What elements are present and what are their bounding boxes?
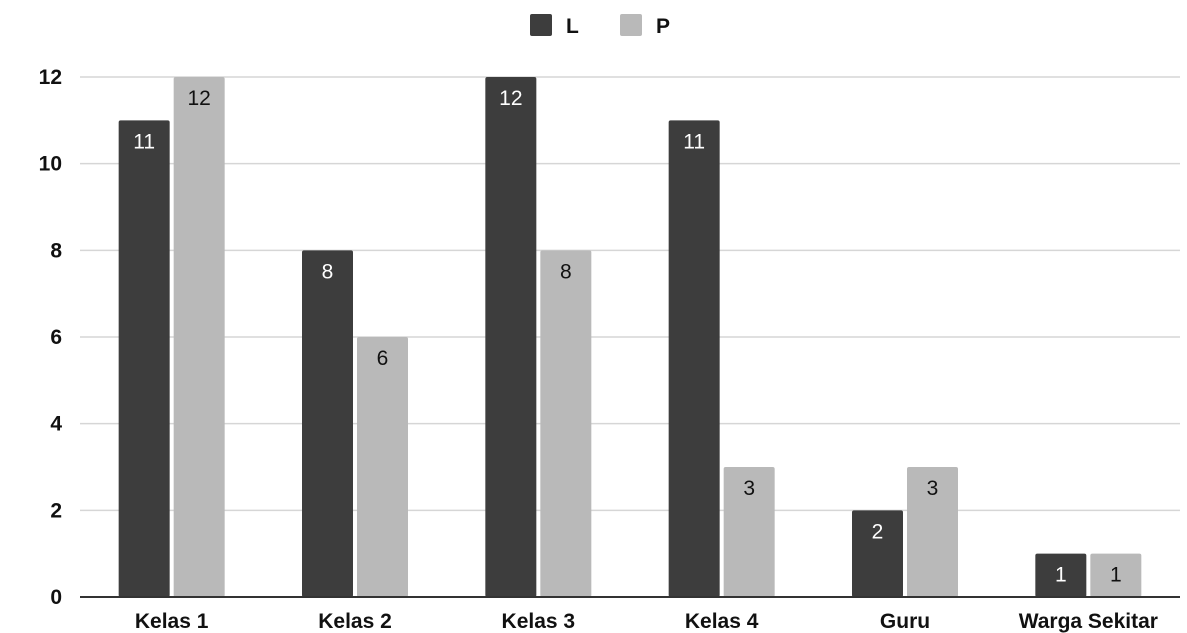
x-tick-label: Guru bbox=[880, 610, 930, 633]
bar-L-0 bbox=[118, 120, 170, 597]
data-label: 11 bbox=[683, 130, 705, 153]
data-label: 12 bbox=[187, 87, 210, 110]
data-label: 8 bbox=[322, 260, 334, 283]
x-tick-label: Warga Sekitar bbox=[1019, 610, 1158, 633]
data-label: 11 bbox=[133, 130, 155, 153]
x-tick-label: Kelas 1 bbox=[135, 610, 209, 633]
data-label: 2 bbox=[872, 520, 884, 543]
data-label: 3 bbox=[743, 477, 755, 500]
bar-L-2 bbox=[485, 77, 537, 597]
x-tick-label: Kelas 4 bbox=[685, 610, 759, 633]
data-label: 8 bbox=[560, 260, 572, 283]
y-tick-label: 2 bbox=[50, 499, 62, 522]
y-tick-label: 10 bbox=[39, 153, 62, 176]
bar-P-3 bbox=[723, 467, 775, 597]
bar-P-0 bbox=[173, 77, 225, 597]
y-tick-label: 6 bbox=[50, 326, 62, 349]
legend-label-L: L bbox=[566, 15, 579, 38]
bar-P-2 bbox=[540, 250, 592, 598]
legend-swatch-P bbox=[620, 14, 642, 36]
bar-L-3 bbox=[668, 120, 720, 597]
data-label: 1 bbox=[1055, 564, 1067, 587]
x-tick-label: Kelas 3 bbox=[502, 610, 576, 633]
bar-P-5 bbox=[1090, 553, 1142, 597]
bar-P-4 bbox=[907, 467, 958, 597]
legend-swatch-L bbox=[530, 14, 552, 36]
bar-L-4 bbox=[852, 510, 903, 597]
y-tick-label: 8 bbox=[50, 239, 62, 262]
data-label: 1 bbox=[1110, 564, 1122, 587]
bar-L-1 bbox=[302, 250, 353, 598]
x-tick-label: Kelas 2 bbox=[318, 610, 392, 633]
x-axis: Kelas 1 Kelas 2 Kelas 3 Kelas 4 Guru Warga Se… bbox=[80, 596, 1180, 633]
y-tick-label: 12 bbox=[39, 66, 62, 89]
data-label: 3 bbox=[927, 477, 939, 500]
data-label: 12 bbox=[499, 87, 522, 110]
bar-P-1 bbox=[357, 337, 408, 597]
y-tick-label: 0 bbox=[50, 586, 62, 609]
gridlines bbox=[80, 76, 1180, 512]
data-label: 6 bbox=[377, 347, 389, 370]
y-tick-label: 4 bbox=[50, 413, 62, 436]
y-axis: 0 2 4 6 8 10 12 bbox=[39, 66, 63, 609]
bar-L-5 bbox=[1035, 553, 1087, 597]
legend-label-P: P bbox=[656, 15, 670, 38]
